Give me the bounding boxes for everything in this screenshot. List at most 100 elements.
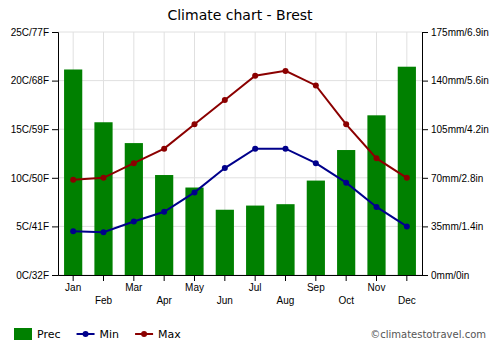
title: Climate chart - Brest bbox=[167, 7, 313, 23]
tick-mark bbox=[52, 81, 58, 82]
bar bbox=[246, 206, 264, 275]
point bbox=[222, 97, 228, 103]
tick-label: Sep bbox=[307, 282, 325, 293]
tick: 15C/59F bbox=[11, 124, 58, 135]
y-axis: 0C/32F5C/41F10C/50F15C/59F20C/68F25C/77F bbox=[11, 27, 59, 281]
point bbox=[374, 155, 380, 161]
legend-swatch bbox=[14, 328, 32, 340]
tick: 0C/32F bbox=[16, 270, 58, 281]
point bbox=[343, 121, 349, 127]
point bbox=[161, 146, 167, 152]
legend-marker bbox=[141, 331, 147, 337]
tick-mark bbox=[133, 275, 134, 281]
bar-series bbox=[64, 67, 416, 275]
point bbox=[374, 204, 380, 210]
tick-mark bbox=[422, 226, 428, 227]
tick-label: 70mm/2.8in bbox=[431, 173, 483, 184]
point bbox=[343, 180, 349, 186]
y2-axis: 0mm/0in 35mm/1.4in 70mm/2.8in 105mm/4.2in 14… bbox=[422, 27, 489, 281]
tick: 25C/77F bbox=[11, 27, 58, 38]
bar bbox=[64, 69, 82, 275]
tick-mark bbox=[103, 275, 104, 281]
tick: 140mm/5.6in bbox=[422, 75, 489, 86]
bar bbox=[398, 67, 416, 275]
grid bbox=[58, 32, 422, 275]
tick-label: 25C/77F bbox=[11, 27, 49, 38]
point bbox=[313, 160, 319, 166]
tick: 35mm/1.4in bbox=[422, 221, 483, 232]
tick-mark bbox=[164, 275, 165, 281]
annotation: ©climatestotravel.com bbox=[370, 329, 486, 340]
point bbox=[222, 165, 228, 171]
tick-label: Jun bbox=[217, 295, 233, 306]
tick-mark bbox=[224, 275, 225, 281]
bar bbox=[367, 115, 385, 275]
tick-mark bbox=[285, 275, 286, 281]
tick-mark bbox=[255, 275, 256, 281]
tick-mark bbox=[52, 226, 58, 227]
tick-mark bbox=[406, 275, 407, 281]
axis-line bbox=[59, 275, 423, 276]
bar bbox=[94, 122, 112, 275]
tick: Jul bbox=[249, 275, 262, 293]
tick-label: 140mm/5.6in bbox=[431, 75, 489, 86]
tick: Apr bbox=[156, 275, 172, 306]
bar bbox=[276, 204, 294, 275]
tick: Aug bbox=[277, 275, 295, 306]
point bbox=[313, 82, 319, 88]
tick-mark bbox=[52, 275, 58, 276]
tick-label: May bbox=[185, 282, 204, 293]
tick-mark bbox=[422, 32, 428, 33]
tick-mark bbox=[422, 129, 428, 130]
x-axis: JanFebMarAprMayJunJulAugSepOctNovDec bbox=[59, 275, 423, 306]
tick: Feb bbox=[95, 275, 113, 306]
tick-label: 10C/50F bbox=[11, 173, 49, 184]
tick-label: Nov bbox=[368, 282, 386, 293]
grid-line-y bbox=[58, 32, 422, 33]
tick: Oct bbox=[338, 275, 354, 306]
point bbox=[252, 73, 258, 79]
point bbox=[404, 223, 410, 229]
point bbox=[70, 177, 76, 183]
tick-mark bbox=[52, 178, 58, 179]
tick: 10C/50F bbox=[11, 173, 58, 184]
legend-marker bbox=[83, 331, 89, 337]
point bbox=[252, 146, 258, 152]
legend-label: Prec bbox=[37, 328, 61, 341]
tick-label: Apr bbox=[156, 295, 172, 306]
legend: PrecMinMax bbox=[14, 328, 181, 341]
tick-mark bbox=[346, 275, 347, 281]
tick-mark bbox=[376, 275, 377, 281]
tick: Dec bbox=[398, 275, 416, 306]
tick-label: 15C/59F bbox=[11, 124, 49, 135]
tick-label: 0mm/0in bbox=[431, 270, 469, 281]
tick-mark bbox=[52, 129, 58, 130]
tick-label: 20C/68F bbox=[11, 75, 49, 86]
grid-line-y bbox=[58, 80, 422, 81]
tick: Mar bbox=[125, 275, 143, 293]
bar bbox=[155, 175, 173, 275]
point bbox=[283, 146, 289, 152]
legend-label: Min bbox=[100, 328, 120, 341]
bar bbox=[307, 181, 325, 275]
tick-label: 175mm/6.9in bbox=[431, 27, 489, 38]
tick-label: 105mm/4.2in bbox=[431, 124, 489, 135]
tick: 175mm/6.9in bbox=[422, 27, 489, 38]
tick: Nov bbox=[368, 275, 386, 293]
point bbox=[192, 189, 198, 195]
bar bbox=[125, 143, 143, 275]
tick: 70mm/2.8in bbox=[422, 173, 483, 184]
tick-label: 0C/32F bbox=[16, 270, 49, 281]
axis-line bbox=[423, 33, 429, 276]
point bbox=[131, 219, 137, 225]
line bbox=[73, 149, 407, 233]
point bbox=[161, 209, 167, 215]
point bbox=[404, 175, 410, 181]
tick-label: Mar bbox=[125, 282, 143, 293]
tick: 20C/68F bbox=[11, 75, 58, 86]
bar bbox=[185, 188, 203, 275]
legend-item: Min bbox=[77, 328, 120, 341]
tick: Sep bbox=[307, 275, 325, 293]
tick-mark bbox=[194, 275, 195, 281]
tick-label: Dec bbox=[398, 295, 416, 306]
